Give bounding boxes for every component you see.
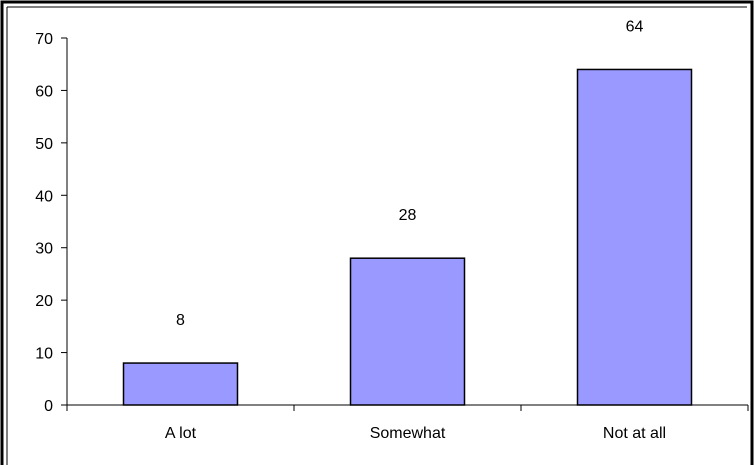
bars-group <box>122 68 693 406</box>
labels-group: 8 A lot 28 Somewhat 64 Not at all <box>165 18 666 442</box>
x-category-label: Somewhat <box>370 425 446 442</box>
bar-not-at-all <box>576 68 693 406</box>
y-tick-label: 0 <box>44 398 53 415</box>
y-tick-label: 30 <box>35 241 53 258</box>
x-category-label: A lot <box>165 425 197 442</box>
y-tick-label: 40 <box>35 188 53 205</box>
data-label: 64 <box>626 18 644 35</box>
bar-a-lot <box>122 362 239 406</box>
y-tick-label: 10 <box>35 346 53 363</box>
y-tick-label: 20 <box>35 293 53 310</box>
y-tick-label: 60 <box>35 83 53 100</box>
y-tick-label: 70 <box>35 31 53 48</box>
data-label: 8 <box>176 312 185 329</box>
y-tick-label: 50 <box>35 136 53 153</box>
x-category-label: Not at all <box>603 425 666 442</box>
data-label: 28 <box>399 207 417 224</box>
bar-somewhat <box>349 257 466 406</box>
